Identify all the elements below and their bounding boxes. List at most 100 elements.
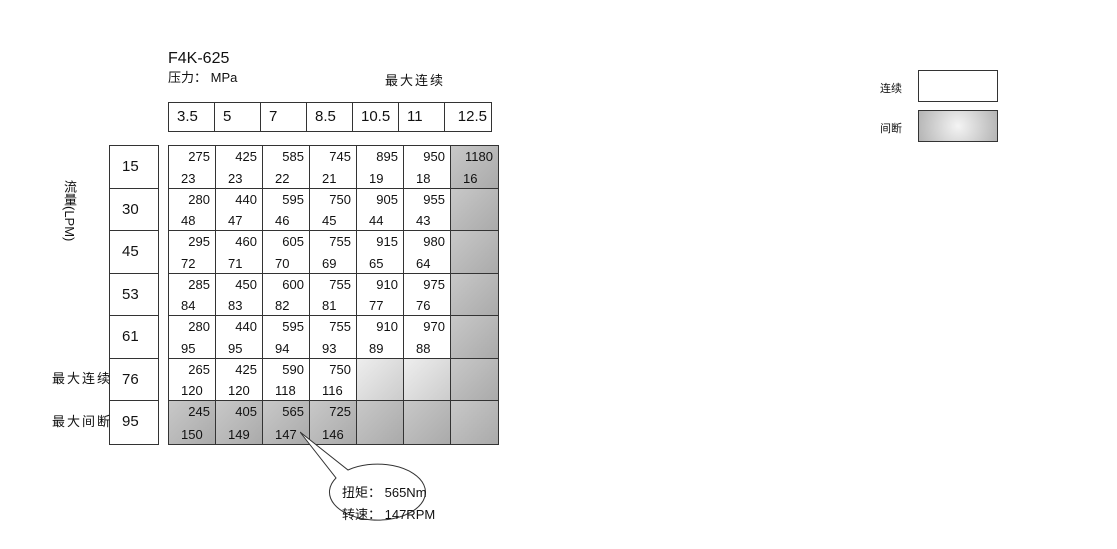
table-cell: 725 146	[310, 401, 357, 444]
torque-value: 915	[376, 234, 398, 249]
table-cell: 460 71	[216, 231, 263, 274]
speed-value: 150	[181, 426, 203, 442]
speed-value: 146	[322, 426, 344, 442]
table-cell: 950 18	[404, 146, 451, 189]
torque-value: 265	[188, 361, 210, 377]
table-cell: 425 23	[216, 146, 263, 189]
table-cell: 910 89	[357, 316, 404, 359]
flow-value: 15	[110, 146, 158, 189]
speed-value: 23	[181, 170, 196, 186]
table-cell: 275 23	[169, 146, 216, 189]
pressure-header-row: 3.5 5 7 8.5 10.5 11 12.5	[168, 102, 492, 132]
pressure-unit-label: 压力： MPa	[168, 70, 238, 85]
speed-value: 83	[228, 298, 243, 313]
speed-value: 70	[275, 255, 290, 271]
max-continuous-flow-label: 最大连续	[52, 371, 113, 386]
speed-value: 84	[181, 298, 196, 313]
speed-value: 65	[369, 255, 384, 271]
speed-value: 147	[275, 426, 297, 442]
max-intermittent-flow-label: 最大间断	[52, 414, 113, 429]
speed-value: 71	[228, 255, 243, 271]
torque-value: 755	[329, 276, 351, 292]
table-cell: 980 64	[404, 231, 451, 274]
table-cell: 590 118	[263, 358, 310, 401]
pressure-header: 11	[399, 103, 445, 131]
flow-value: 30	[110, 189, 158, 231]
torque-value: 275	[188, 149, 210, 164]
speed-value: 120	[181, 383, 203, 398]
flow-value: 61	[110, 316, 158, 359]
table-cell: 405 149	[216, 401, 263, 444]
pressure-header: 5	[215, 103, 261, 131]
callout-speed: 转速： 147RPM	[342, 507, 436, 522]
torque-value: 905	[376, 191, 398, 207]
speed-value: 120	[228, 383, 250, 398]
pressure-header: 8.5	[307, 103, 353, 131]
torque-value: 280	[188, 319, 210, 334]
table-cell: 975 76	[404, 273, 451, 316]
speed-value: 93	[322, 340, 337, 356]
flow-column: 15 30 45 53 61 76 95	[109, 145, 159, 445]
table-cell: 755 81	[310, 273, 357, 316]
torque-value: 745	[329, 149, 351, 164]
table-cell	[357, 358, 404, 401]
pressure-header: 7	[261, 103, 307, 131]
torque-value: 970	[423, 319, 445, 334]
legend-intermittent-label: 间断	[880, 123, 902, 135]
torque-value: 750	[329, 361, 351, 377]
torque-value: 425	[235, 149, 257, 164]
torque-value: 950	[423, 149, 445, 164]
torque-value: 910	[376, 319, 398, 334]
table-cell: 285 84	[169, 273, 216, 316]
speed-value: 116	[322, 383, 343, 398]
speed-value: 82	[275, 298, 290, 313]
table-cell: 450 83	[216, 273, 263, 316]
torque-value: 565	[282, 404, 304, 419]
table-cell	[404, 401, 451, 444]
torque-value: 585	[282, 149, 304, 164]
torque-value: 285	[188, 276, 210, 292]
torque-value: 725	[329, 404, 351, 419]
legend-continuous-swatch	[918, 70, 998, 102]
table-cell: 605 70	[263, 231, 310, 274]
torque-value: 460	[235, 234, 257, 249]
speed-value: 77	[369, 298, 384, 313]
speed-value: 76	[416, 298, 431, 313]
flow-value: 45	[110, 231, 158, 274]
torque-value: 295	[188, 234, 210, 249]
table-cell: 955 43	[404, 188, 451, 231]
speed-value: 89	[369, 340, 384, 356]
model-title: F4K-625	[168, 50, 230, 67]
speed-value: 118	[275, 383, 296, 398]
table-cell	[451, 358, 498, 401]
speed-value: 44	[369, 213, 384, 228]
pressure-header: 3.5	[169, 103, 215, 131]
table-cell: 440 47	[216, 188, 263, 231]
torque-value: 755	[329, 234, 351, 249]
torque-value: 405	[235, 404, 257, 419]
performance-table: 275 23 425 23 585 22 745 21 895 19 950 18 1180 16 280 4…	[168, 145, 499, 445]
legend-intermittent-swatch	[918, 110, 998, 142]
speed-value: 81	[322, 298, 337, 313]
speed-value: 47	[228, 213, 243, 228]
torque-value: 750	[329, 191, 351, 207]
legend-continuous-label: 连续	[880, 83, 902, 95]
torque-value: 755	[329, 319, 351, 334]
table-cell	[451, 401, 498, 444]
table-cell: 750 45	[310, 188, 357, 231]
torque-value: 895	[376, 149, 398, 164]
table-cell: 425 120	[216, 358, 263, 401]
torque-value: 955	[423, 191, 445, 207]
torque-value: 910	[376, 276, 398, 292]
table-cell: 755 93	[310, 316, 357, 359]
table-cell: 280 95	[169, 316, 216, 359]
table-cell: 600 82	[263, 273, 310, 316]
table-cell: 910 77	[357, 273, 404, 316]
torque-value: 1180	[465, 149, 493, 164]
torque-value: 450	[235, 276, 257, 292]
speed-value: 16	[463, 170, 478, 186]
table-cell: 750 116	[310, 358, 357, 401]
speed-value: 48	[181, 213, 196, 228]
table-cell: 565 147	[263, 401, 310, 444]
torque-value: 595	[282, 319, 304, 334]
